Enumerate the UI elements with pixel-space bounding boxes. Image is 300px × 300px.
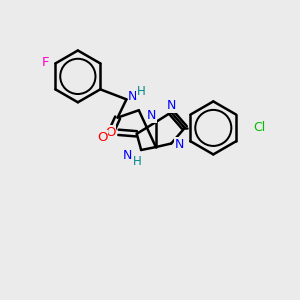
Text: N: N <box>123 149 132 162</box>
Text: N: N <box>175 138 184 151</box>
Text: O: O <box>105 126 116 139</box>
Text: N: N <box>128 91 138 103</box>
Text: Cl: Cl <box>253 122 265 134</box>
Text: N: N <box>167 99 176 112</box>
Text: F: F <box>42 56 50 69</box>
Text: H: H <box>137 85 146 98</box>
Text: N: N <box>147 109 156 122</box>
Text: H: H <box>132 155 141 168</box>
Text: O: O <box>97 131 107 144</box>
